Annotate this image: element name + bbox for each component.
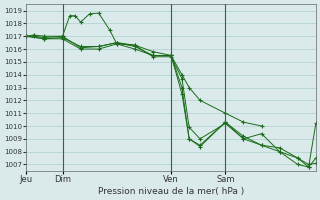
X-axis label: Pression niveau de la mer( hPa ): Pression niveau de la mer( hPa ) xyxy=(98,187,244,196)
